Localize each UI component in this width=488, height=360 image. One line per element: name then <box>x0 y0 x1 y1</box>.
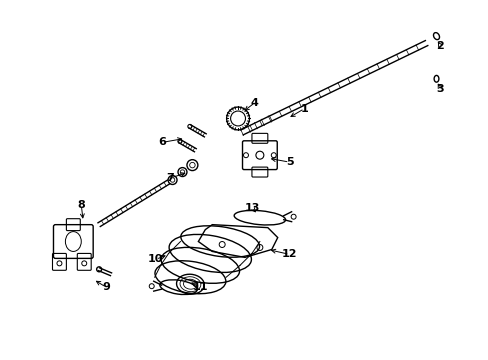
Text: 1: 1 <box>300 104 308 113</box>
Text: 12: 12 <box>281 249 297 260</box>
Text: 7: 7 <box>166 173 174 183</box>
Ellipse shape <box>178 139 182 143</box>
Text: 8: 8 <box>77 200 85 210</box>
Text: 2: 2 <box>436 41 444 51</box>
Ellipse shape <box>187 125 191 129</box>
Text: 3: 3 <box>436 84 444 94</box>
Text: 10: 10 <box>148 255 163 264</box>
Text: 4: 4 <box>250 98 258 108</box>
Text: 13: 13 <box>244 203 259 213</box>
Text: 11: 11 <box>192 282 208 292</box>
Text: 5: 5 <box>285 157 293 167</box>
Text: 6: 6 <box>159 137 166 147</box>
Text: 9: 9 <box>102 282 110 292</box>
